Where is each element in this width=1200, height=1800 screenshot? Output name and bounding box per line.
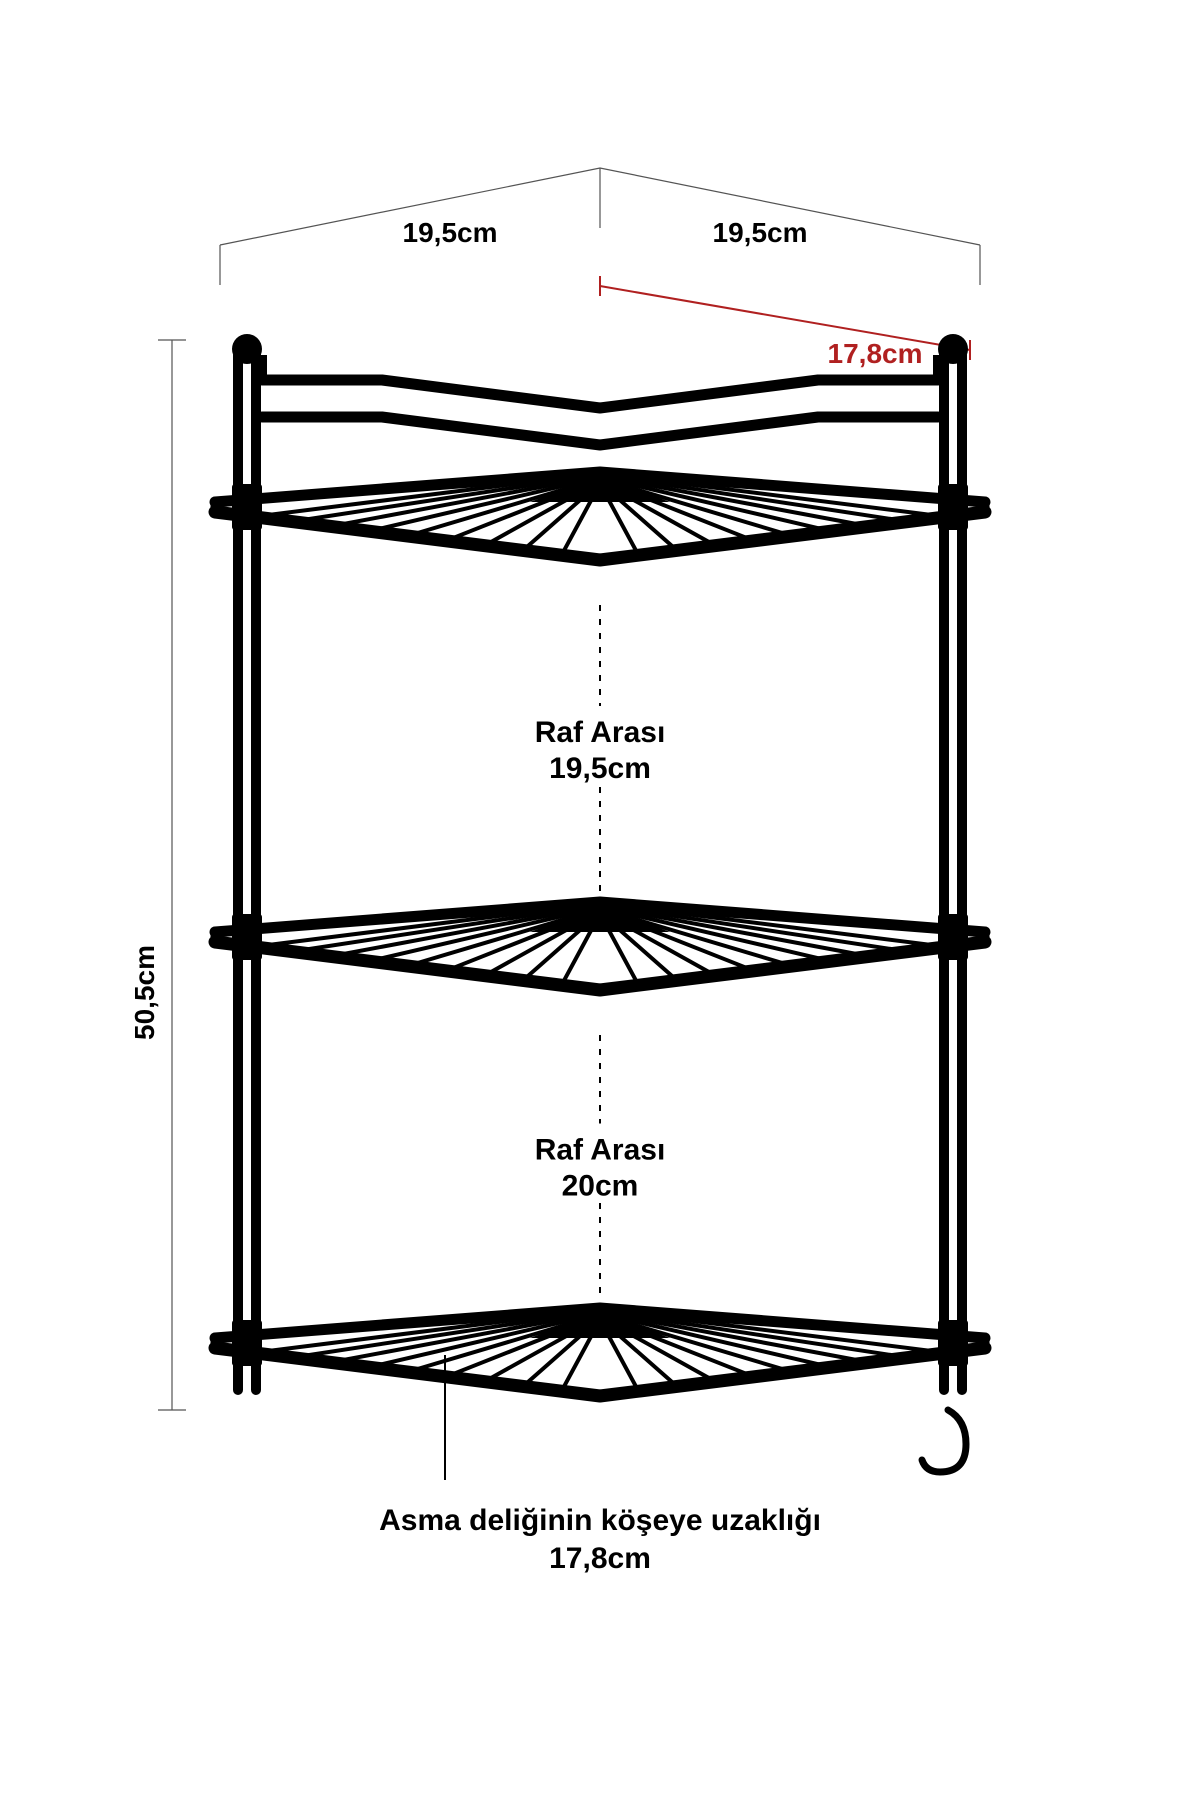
- bottom-note-line2: 17,8cm: [549, 1542, 651, 1575]
- shelf: [215, 472, 985, 560]
- gap-value-2: 20cm: [562, 1170, 639, 1203]
- gap-value-1: 19,5cm: [549, 752, 651, 785]
- dim-diagonal-red: 17,8cm: [828, 338, 923, 369]
- dim-height: 50,5cm: [129, 945, 160, 1040]
- bottom-note-line1: Asma deliğinin köşeye uzaklığı: [379, 1504, 821, 1537]
- gap-title-1: Raf Arası: [535, 716, 666, 749]
- shelf: [215, 902, 985, 990]
- shelf: [215, 1308, 985, 1396]
- gap-title-2: Raf Arası: [535, 1134, 666, 1167]
- shelf-dimension-diagram: 19,5cm19,5cm17,8cm50,5cmRaf Arası19,5cmR…: [0, 0, 1200, 1800]
- dim-top-right: 19,5cm: [713, 217, 808, 248]
- dim-top-left: 19,5cm: [403, 217, 498, 248]
- hook-icon: [922, 1410, 966, 1472]
